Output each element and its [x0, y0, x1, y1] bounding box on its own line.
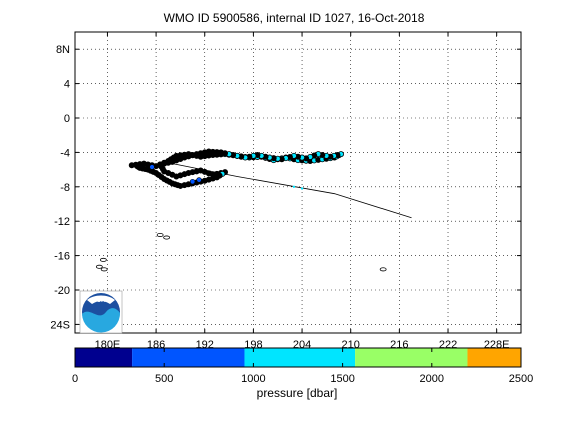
- y-tick-label: 24S: [50, 319, 70, 331]
- profile-marker-blue: [196, 177, 202, 183]
- profile-marker-blue: [149, 164, 155, 170]
- colorbar-segment: [355, 348, 468, 367]
- float-trajectory: [128, 148, 412, 219]
- noaa-logo-text: NOAA: [92, 298, 110, 304]
- y-tick-label: -12: [54, 216, 70, 228]
- noaa-logo-icon: NOAA: [79, 290, 123, 334]
- x-axis-ticks: 180E 186 192 198 204 210 216 222 228E: [95, 32, 510, 351]
- colorbar-label: pressure [dbar]: [257, 386, 338, 400]
- y-tick-label: -20: [54, 285, 70, 297]
- y-tick-label: 8N: [56, 44, 70, 56]
- colorbar-tick-label: 1500: [330, 373, 354, 385]
- colorbar-tick-label: 500: [155, 373, 173, 385]
- colorbar-tick-label: 2500: [509, 373, 533, 385]
- y-tick-label: -16: [54, 251, 70, 263]
- island-outline: [100, 267, 108, 272]
- y-tick-label: -8: [60, 182, 70, 194]
- y-tick-label: 4: [64, 79, 70, 91]
- y-tick-label: 0: [64, 113, 70, 125]
- profile-marker: [134, 163, 141, 170]
- colorbar-tick-label: 1000: [241, 373, 265, 385]
- colorbar-tick-label: 2000: [420, 373, 444, 385]
- colorbar-tick-label: 0: [72, 373, 78, 385]
- island-outline: [163, 235, 171, 240]
- chart-title: WMO ID 5900586, internal ID 1027, 16-Oct…: [164, 11, 425, 25]
- island-outline: [379, 267, 387, 272]
- profile-marker-blue: [189, 178, 196, 185]
- islands: [95, 232, 387, 272]
- island-outline: [156, 232, 164, 237]
- island-outline: [99, 257, 107, 262]
- y-tick-label: -4: [60, 147, 70, 159]
- island-outline: [95, 264, 103, 269]
- colorbar-segment: [132, 348, 245, 367]
- y-axis-ticks: 8N 4 0 -4 -8 -12 -16 -20 24S: [50, 44, 521, 331]
- plot-frame: [74, 31, 522, 334]
- pressure-colorbar: 0 500 1000 1500 2000 2500: [72, 347, 533, 385]
- colorbar-frame: [74, 347, 522, 368]
- colorbar-segment: [467, 348, 521, 367]
- outlier-marker: [300, 187, 304, 190]
- grid-lines: [75, 32, 521, 333]
- colorbar-segment: [75, 348, 133, 367]
- outlier-marker: [292, 185, 296, 188]
- colorbar-segment: [244, 348, 356, 367]
